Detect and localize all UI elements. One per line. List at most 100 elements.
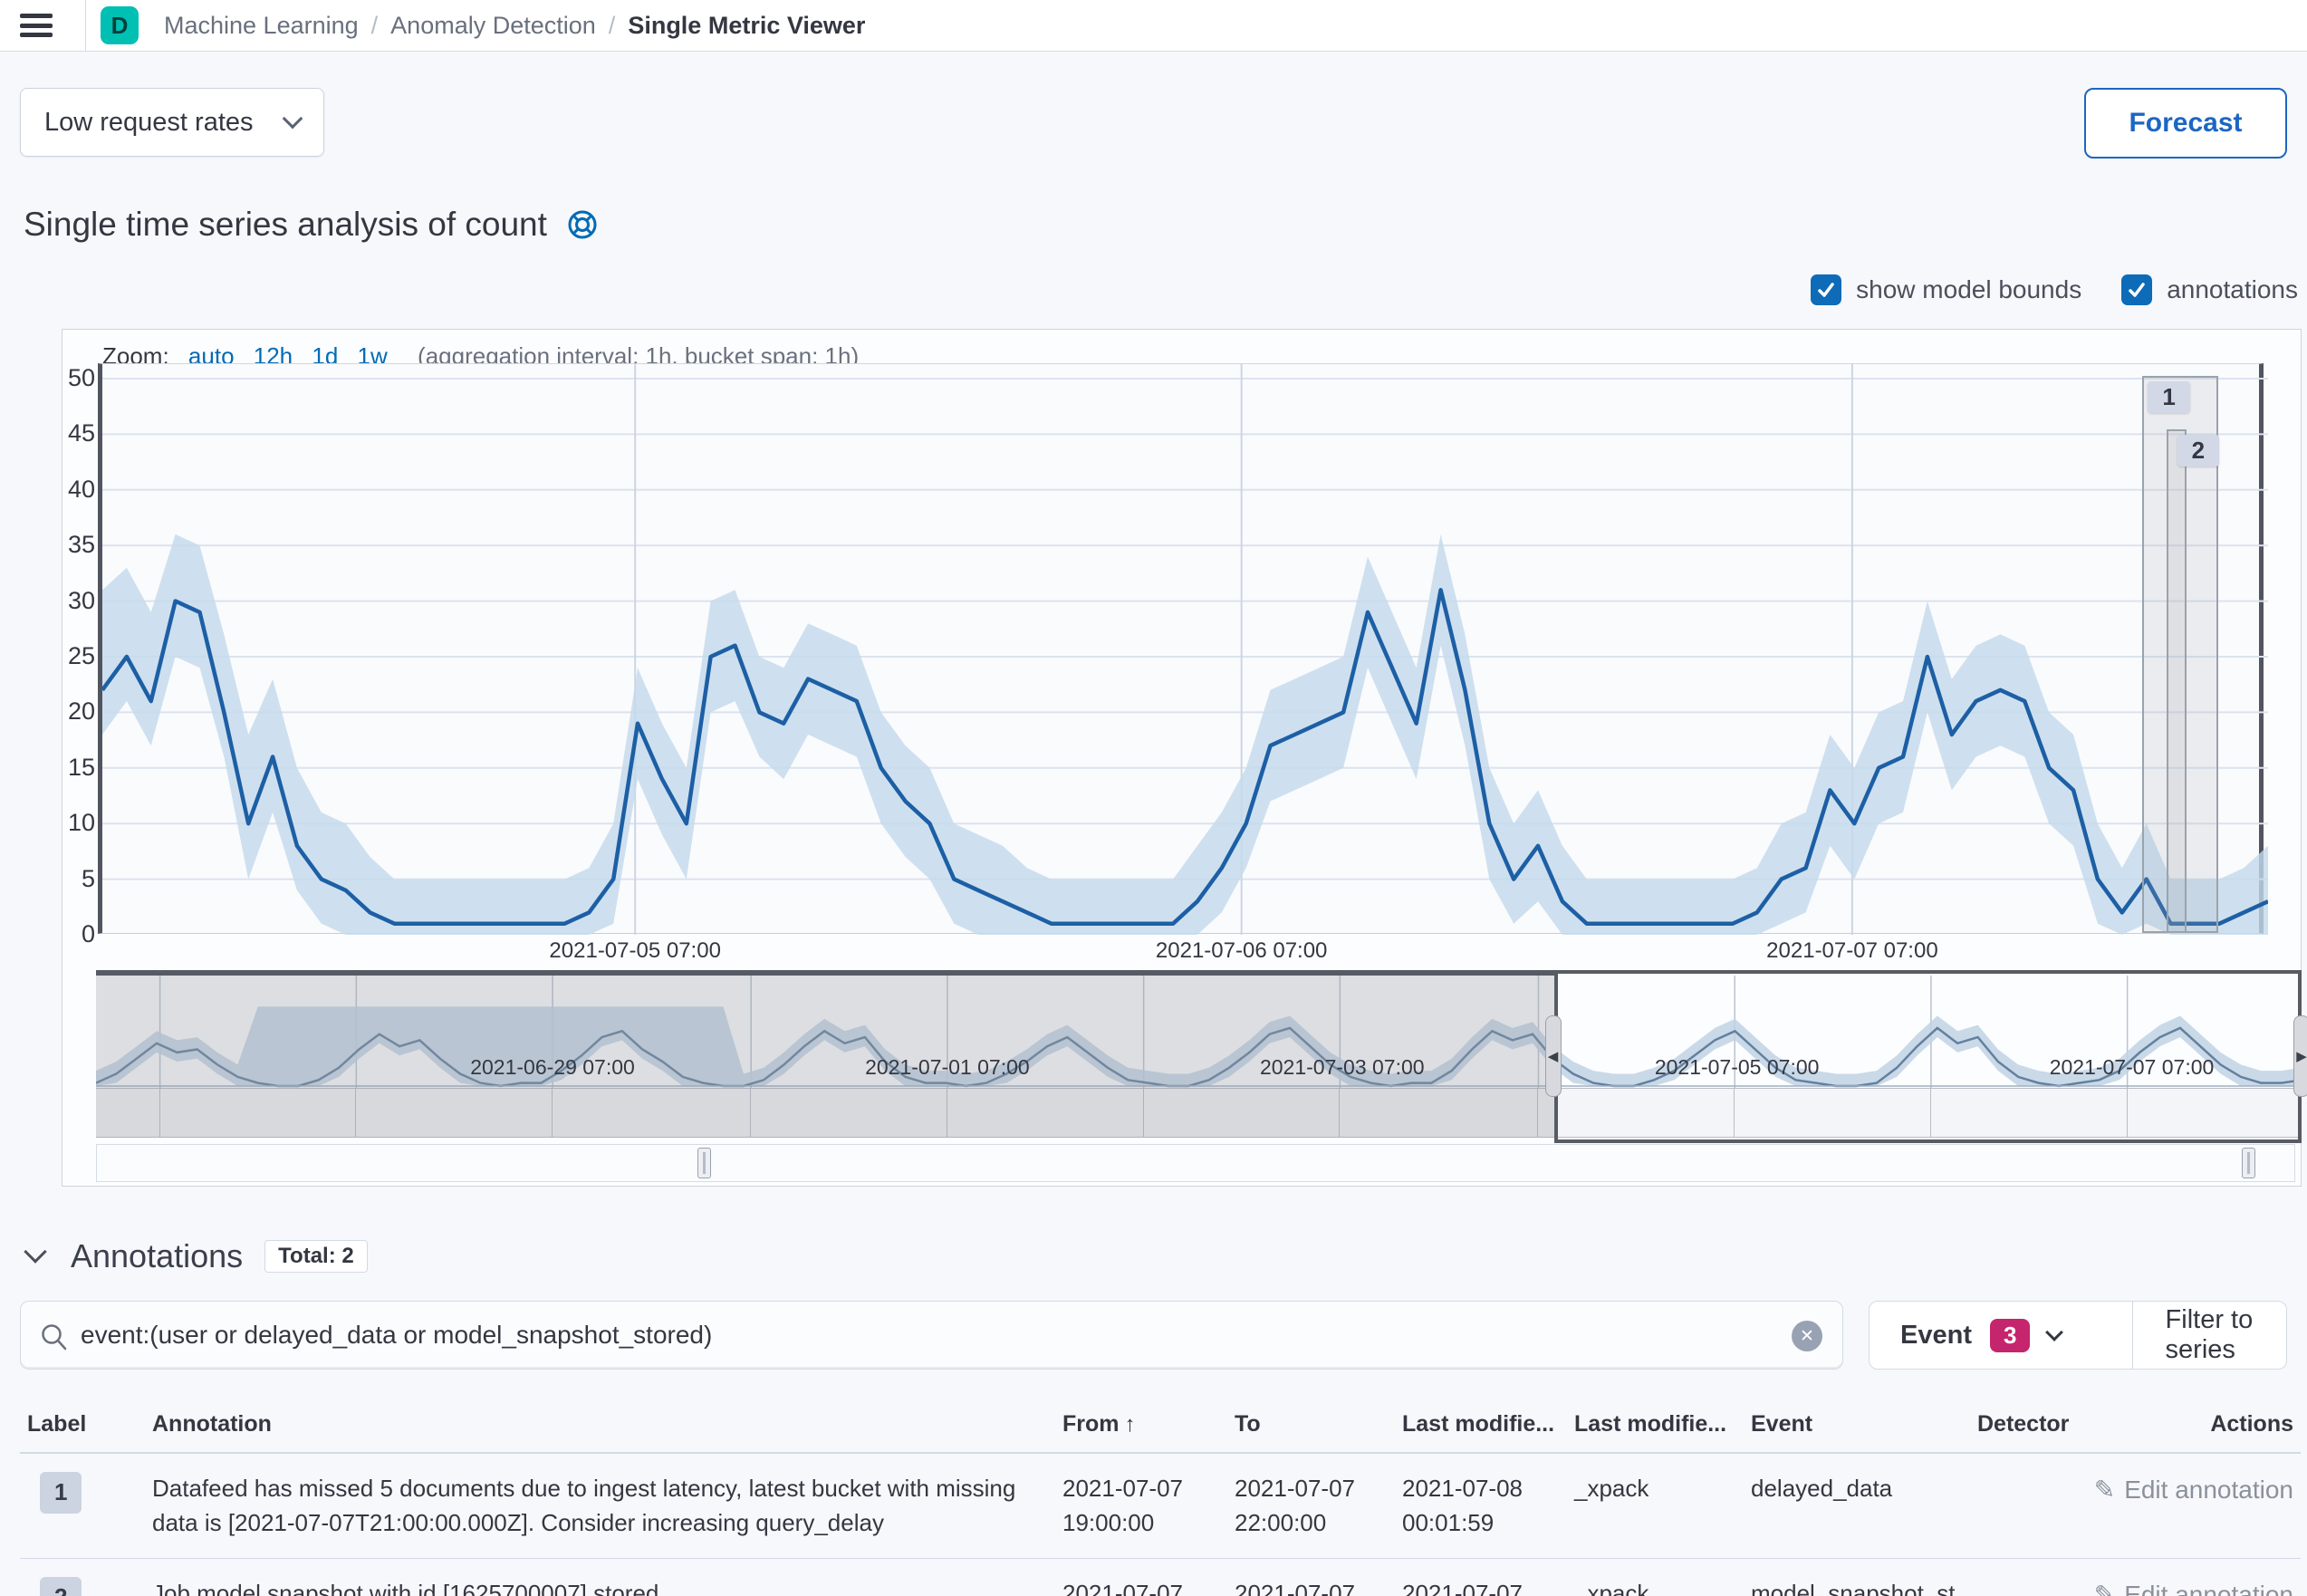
event-cell: delayed_data	[1751, 1475, 1893, 1502]
breadcrumb-machine-learning[interactable]: Machine Learning	[164, 11, 359, 39]
annotations-section-title: Annotations	[71, 1237, 244, 1274]
brush-handle-left-icon[interactable]: ◀	[1544, 1015, 1562, 1097]
swimlane-day-cell[interactable]	[1340, 1088, 1539, 1138]
y-axis-labels: 0 5 10 15 20 25 30 35 40 45 50	[62, 363, 97, 947]
event-filter-dropdown[interactable]: Event 3	[1870, 1302, 2132, 1369]
swimlane-day-cell[interactable]	[947, 1088, 1144, 1138]
pencil-icon: ✎	[2093, 1581, 2116, 1596]
context-x-tick-label: 2021-07-07 07:00	[2049, 1055, 2215, 1079]
brush-resize-handle-left[interactable]	[697, 1148, 711, 1178]
from-cell: 2021-07-07 20:00:00	[1062, 1580, 1183, 1596]
y-tick-label: 5	[81, 864, 95, 892]
annotation-marker-2[interactable]: 2	[2177, 435, 2220, 467]
y-tick-label: 0	[81, 920, 95, 947]
y-tick-label: 30	[67, 586, 95, 614]
annotations-search[interactable]: ✕	[20, 1301, 1843, 1370]
checkbox-label: show model bounds	[1856, 275, 2082, 303]
edit-annotation-button[interactable]: ✎ Edit annotation	[2093, 1476, 2293, 1504]
filter-to-series-button[interactable]: Filter to series	[2165, 1305, 2254, 1364]
collapse-chevron-icon[interactable]	[24, 1240, 47, 1264]
annotation-text: Job model snapshot with id [1625700007] …	[152, 1580, 659, 1596]
breadcrumb-separator: /	[608, 11, 616, 39]
sort-ascending-icon: ↑	[1124, 1412, 1136, 1437]
swimlane-day-cell[interactable]	[1538, 1088, 1735, 1138]
annotation-label-badge: 2	[40, 1577, 82, 1596]
header-annotation[interactable]: Annotation	[152, 1411, 272, 1437]
context-x-tick-label: 2021-07-05 07:00	[1654, 1055, 1820, 1079]
context-x-tick-label: 2021-07-01 07:00	[865, 1055, 1030, 1079]
swimlane-day-cell[interactable]	[553, 1088, 752, 1138]
header-last-modified-by[interactable]: Last modifie...	[1574, 1411, 1727, 1437]
y-tick-label: 45	[67, 419, 95, 447]
header-to[interactable]: To	[1235, 1411, 1261, 1437]
x-tick-label: 2021-07-07 07:00	[1766, 938, 1938, 963]
y-tick-label: 20	[67, 697, 95, 726]
header-actions: Actions	[2210, 1411, 2293, 1437]
context-x-tick-label: 2021-07-03 07:00	[1259, 1055, 1425, 1079]
y-tick-label: 25	[67, 642, 95, 669]
context-x-tick-label: 2021-06-29 07:00	[470, 1055, 635, 1079]
annotation-band	[2166, 429, 2187, 933]
header-last-modified-date[interactable]: Last modifie...	[1402, 1411, 1555, 1437]
clear-search-icon[interactable]: ✕	[1792, 1321, 1822, 1351]
swimlane-day-cell[interactable]	[1143, 1088, 1341, 1138]
context-top-border	[96, 970, 1554, 976]
chevron-down-icon	[2045, 1323, 2064, 1341]
edit-annotation-button[interactable]: ✎ Edit annotation	[2094, 1581, 2293, 1596]
annotation-label-badge: 1	[40, 1472, 82, 1514]
group-divider	[2132, 1302, 2133, 1369]
table-row: 2 Job model snapshot with id [1625700007…	[20, 1559, 2301, 1596]
forecast-button[interactable]: Forecast	[2084, 88, 2287, 159]
page-title: Single time series analysis of count	[24, 206, 547, 243]
annotations-swimlane	[96, 1088, 2302, 1138]
pencil-icon: ✎	[2093, 1476, 2116, 1504]
header-label[interactable]: Label	[27, 1411, 87, 1437]
swimlane-day-cell[interactable]	[159, 1088, 357, 1138]
breadcrumb: Machine Learning / Anomaly Detection / S…	[164, 12, 865, 40]
detector-select[interactable]: Low request rates	[20, 88, 324, 157]
y-tick-label: 35	[67, 531, 95, 559]
breadcrumb-current: Single Metric Viewer	[628, 11, 866, 39]
checkbox-label: annotations	[2167, 275, 2298, 303]
swimlane-day-cell[interactable]	[356, 1088, 553, 1138]
checkbox-checked-icon	[1811, 274, 1842, 305]
brush-track[interactable]	[96, 1144, 2295, 1182]
event-filter-label: Event	[1900, 1320, 1972, 1350]
y-tick-label: 10	[67, 809, 95, 837]
space-avatar[interactable]: D	[101, 6, 139, 44]
header-from[interactable]: From ↑	[1062, 1411, 1136, 1437]
header-divider	[85, 0, 86, 52]
show-model-bounds-checkbox[interactable]: show model bounds	[1811, 274, 2081, 305]
toolbar: Low request rates Forecast	[20, 88, 2287, 159]
swimlane-day-cell[interactable]	[751, 1088, 947, 1138]
annotation-text: Datafeed has missed 5 documents due to i…	[152, 1475, 1016, 1536]
breadcrumb-anomaly-detection[interactable]: Anomaly Detection	[390, 11, 596, 39]
search-input[interactable]	[81, 1321, 1779, 1350]
last-modified-by-cell: _xpack	[1574, 1580, 1649, 1596]
context-chart[interactable]: ◀ ▶ 2021-06-29 07:00 2021-07-01 07:00 2021-0…	[96, 970, 2307, 1143]
filter-group: Event 3 Filter to series	[1869, 1301, 2287, 1370]
header-event[interactable]: Event	[1751, 1411, 1813, 1437]
swimlane-day-cell[interactable]	[1735, 1088, 1931, 1138]
brush-handle-right-icon[interactable]: ▶	[2293, 1015, 2307, 1097]
swimlane-day-cell[interactable]	[1930, 1088, 2128, 1138]
brush-resize-handle-right[interactable]	[2242, 1148, 2255, 1178]
breadcrumb-separator: /	[370, 11, 379, 39]
annotations-total-badge: Total: 2	[264, 1240, 368, 1273]
x-axis-labels: 2021-07-05 07:00 2021-07-06 07:00 2021-07-…	[102, 938, 2268, 969]
to-cell: 2021-07-07 22:00:00	[1235, 1475, 1355, 1536]
last-modified-date-cell: 2021-07-08 00:01:59	[1402, 1475, 1523, 1536]
table-header-row: Label Annotation From ↑ To Last modifie..…	[20, 1411, 2301, 1454]
swimlane-day-cell[interactable]	[96, 1088, 160, 1138]
from-cell: 2021-07-07 19:00:00	[1062, 1475, 1183, 1536]
context-mask	[96, 976, 1554, 1138]
menu-icon[interactable]	[20, 14, 53, 37]
app-header: D Machine Learning / Anomaly Detection /…	[0, 0, 2307, 52]
annotation-marker-1[interactable]: 1	[2148, 380, 2190, 413]
annotations-checkbox[interactable]: annotations	[2121, 274, 2298, 305]
x-tick-label: 2021-07-06 07:00	[1155, 938, 1328, 963]
search-icon	[42, 1324, 67, 1351]
help-icon[interactable]	[567, 209, 598, 240]
header-detector[interactable]: Detector	[1977, 1411, 2070, 1437]
